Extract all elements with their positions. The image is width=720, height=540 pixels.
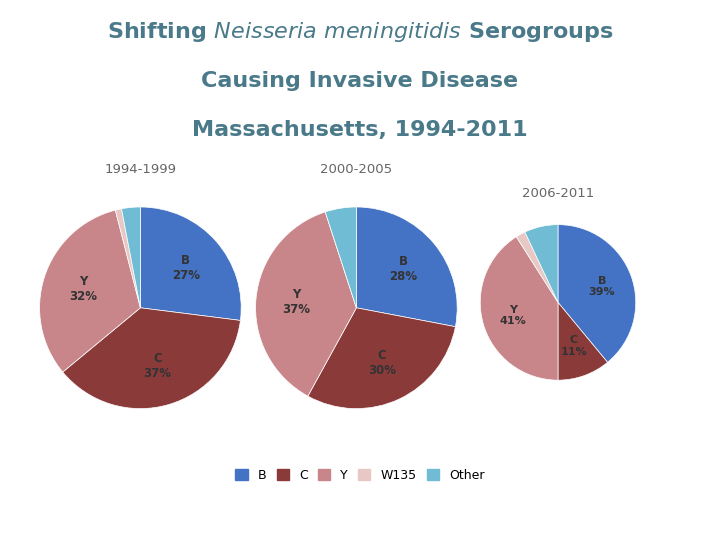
Wedge shape [558,225,636,362]
Text: B
28%: B 28% [389,255,417,284]
Title: 1994-1999: 1994-1999 [104,164,176,177]
Legend: B, C, Y, W135, Other: B, C, Y, W135, Other [230,464,490,487]
Text: B
27%: B 27% [172,254,199,282]
Text: C
11%: C 11% [560,335,587,357]
Text: Causing Invasive Disease: Causing Invasive Disease [202,71,518,91]
Title: 2006-2011: 2006-2011 [522,187,594,200]
Wedge shape [140,207,241,320]
Text: Y
32%: Y 32% [69,275,97,303]
Wedge shape [40,210,140,372]
Wedge shape [325,207,356,308]
Wedge shape [63,308,240,409]
Text: Y
37%: Y 37% [282,288,310,316]
Wedge shape [115,209,140,308]
Title: 2000-2005: 2000-2005 [320,164,392,177]
Text: Y
41%: Y 41% [500,305,526,326]
Wedge shape [558,302,608,380]
Wedge shape [356,207,457,327]
Text: C
37%: C 37% [143,352,171,380]
Wedge shape [308,308,456,409]
Wedge shape [516,232,558,302]
Text: B
39%: B 39% [588,276,615,298]
Wedge shape [325,212,356,308]
Wedge shape [525,225,558,302]
Wedge shape [256,212,356,396]
Wedge shape [480,237,558,380]
Text: C
30%: C 30% [368,348,396,376]
Text: Massachusetts, 1994-2011: Massachusetts, 1994-2011 [192,119,528,140]
Wedge shape [122,207,140,308]
Text: Update on Meningococcal Disease: Update on Meningococcal Disease [14,516,206,526]
Text: Shifting $\it{Neisseria\ meningitidis}$ Serogroups: Shifting $\it{Neisseria\ meningitidis}$ … [107,21,613,44]
